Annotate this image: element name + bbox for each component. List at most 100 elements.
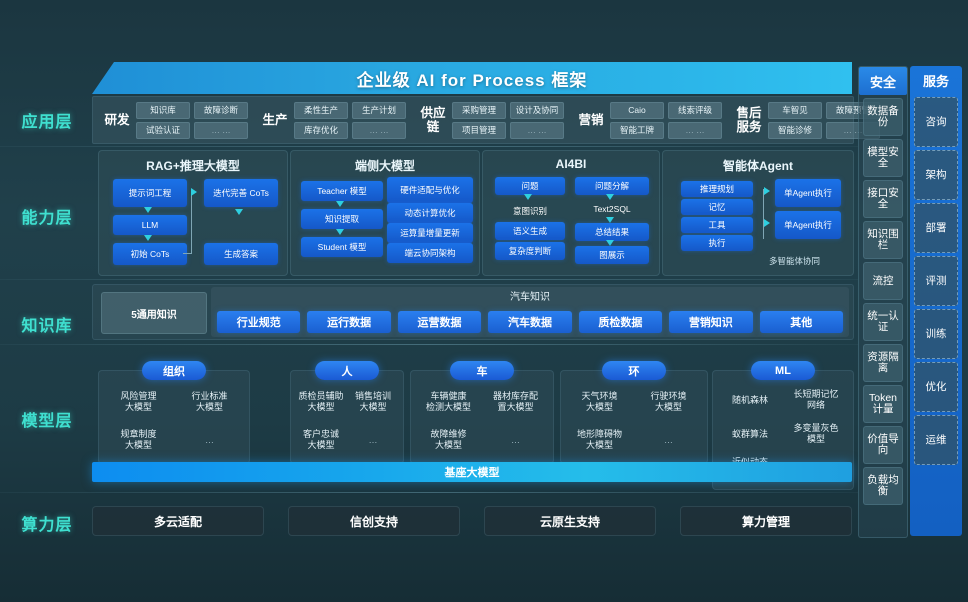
model-group-3[interactable]: 环天气环境 大模型 行驶环境 大模型 地形障碍物 大模型…: [560, 361, 708, 464]
application-chip[interactable]: 采购管理: [452, 101, 506, 119]
model-group-1[interactable]: 人质检员辅助 大模型 销售培训 大模型 客户忠诚 大模型…: [290, 361, 404, 464]
application-chip[interactable]: 设计及协同: [510, 101, 564, 119]
model-cell[interactable]: …: [664, 434, 673, 445]
model-cell[interactable]: 规章制度 大模型: [120, 429, 157, 450]
knowledge-chip[interactable]: 质检数据: [578, 311, 663, 333]
application-chip[interactable]: 项目管理: [452, 121, 506, 139]
agent-single-exec-box-2[interactable]: 单Agent执行: [775, 211, 841, 239]
service-rail-item[interactable]: 部署: [914, 203, 958, 253]
model-cell[interactable]: 故障维修 大模型: [430, 429, 467, 450]
model-cell[interactable]: 长短期记忆 网络: [793, 389, 839, 410]
model-cell[interactable]: …: [368, 434, 378, 445]
model-group-2[interactable]: 车车辆健康 检测大模型 器材库存配 置大模型 故障维修 大模型…: [410, 361, 554, 464]
rag-prompt-box[interactable]: 提示词工程: [113, 179, 187, 207]
model-cell[interactable]: 天气环境 大模型: [581, 391, 618, 412]
security-rail-item[interactable]: 价值导向: [863, 426, 903, 464]
model-cell[interactable]: 车辆健康 检测大模型: [425, 391, 471, 412]
knowledge-chip[interactable]: 其他: [759, 311, 843, 333]
edge-cloudarch-box[interactable]: 端云协同架构: [387, 243, 473, 263]
application-chip[interactable]: 线索评级: [668, 101, 722, 119]
model-cell[interactable]: 蚁群算法: [731, 428, 768, 439]
security-rail-item[interactable]: 资源隔离: [863, 344, 903, 382]
application-chip[interactable]: … …: [668, 121, 722, 139]
model-cell[interactable]: …: [511, 434, 520, 445]
edge-dyncompute-box[interactable]: 动态计算优化: [387, 203, 473, 223]
agent-single-exec-box-1[interactable]: 单Agent执行: [775, 179, 841, 207]
agent-execute-box[interactable]: 执行: [681, 235, 753, 251]
knowledge-chip[interactable]: 运营数据: [397, 311, 482, 333]
ai4bi-question-box[interactable]: 问题: [495, 177, 565, 195]
application-chip[interactable]: 库存优化: [294, 121, 348, 139]
compute-item[interactable]: 多云适配: [92, 506, 264, 536]
application-chip[interactable]: 故障诊断: [194, 101, 248, 119]
application-chip[interactable]: 生产计划: [352, 101, 406, 119]
capability-panel-agent[interactable]: 智能体Agent 推理规划 记忆 工具 执行 单Agent执行 单Agent执行…: [662, 150, 854, 276]
application-chip[interactable]: … …: [194, 121, 248, 139]
rag-iterate-cots-box[interactable]: 迭代完善 CoTs: [204, 179, 278, 207]
application-chip[interactable]: 知识库: [136, 101, 190, 119]
service-rail-item[interactable]: 评测: [914, 256, 958, 306]
agent-tools-box[interactable]: 工具: [681, 217, 753, 233]
application-chip[interactable]: … …: [510, 121, 564, 139]
rag-answer-box[interactable]: 生成答案: [204, 243, 278, 265]
security-rail-item[interactable]: 模型安全: [863, 139, 903, 177]
security-rail-item[interactable]: 知识围栏: [863, 221, 903, 259]
model-cell[interactable]: 行驶环境 大模型: [650, 391, 687, 412]
model-cell[interactable]: 风险管理 大模型: [120, 391, 157, 412]
model-cell[interactable]: 器材库存配 置大模型: [492, 391, 538, 412]
ai4bi-chart-box[interactable]: 图展示: [575, 246, 649, 264]
compute-item[interactable]: 算力管理: [680, 506, 852, 536]
application-chip[interactable]: 柔性生产: [294, 101, 348, 119]
service-rail-item[interactable]: 咨询: [914, 97, 958, 147]
ai4bi-semantic-box[interactable]: 语义生成: [495, 222, 565, 240]
capability-panel-ai4bi[interactable]: AI4BI 问题 意图识别 语义生成 复杂度判断 问题分解 Text2SQL 总…: [482, 150, 660, 276]
edge-incremental-box[interactable]: 运算量增量更新: [387, 223, 473, 243]
application-chip[interactable]: 试验认证: [136, 121, 190, 139]
ai4bi-summary-box[interactable]: 总结结果: [575, 223, 649, 241]
rag-llm-box[interactable]: LLM: [113, 215, 187, 235]
application-chip[interactable]: … …: [352, 121, 406, 139]
base-model-bar[interactable]: 基座大模型: [92, 462, 852, 482]
security-rail-item[interactable]: 流控: [863, 262, 903, 300]
ai4bi-complexity-box[interactable]: 复杂度判断: [495, 242, 565, 260]
model-cell[interactable]: 随机森林: [731, 394, 768, 405]
application-chip[interactable]: Caio: [610, 101, 664, 119]
ai4bi-text2sql-box[interactable]: Text2SQL: [593, 204, 631, 214]
edge-hw-box[interactable]: 硬件适配与优化: [387, 177, 473, 203]
security-rail-item[interactable]: Token计量: [863, 385, 903, 423]
ai4bi-decompose-box[interactable]: 问题分解: [575, 177, 649, 195]
knowledge-chip[interactable]: 汽车数据: [488, 311, 572, 333]
capability-panel-edge[interactable]: 端侧大模型 Teacher 模型 知识提取 Student 模型 硬件适配与优化…: [290, 150, 480, 276]
service-rail-item[interactable]: 优化: [914, 362, 958, 412]
edge-student-box[interactable]: Student 模型: [301, 237, 383, 257]
rag-initial-cots-box[interactable]: 初始 CoTs: [113, 243, 187, 265]
edge-distill-box[interactable]: 知识提取: [301, 209, 383, 229]
security-rail-item[interactable]: 负载均衡: [863, 467, 903, 505]
compute-item[interactable]: 信创支持: [288, 506, 460, 536]
model-cell[interactable]: 客户忠诚 大模型: [302, 429, 339, 450]
knowledge-chip[interactable]: 行业规范: [217, 311, 301, 333]
security-rail-item[interactable]: 接口安全: [863, 180, 903, 218]
model-cell[interactable]: 多变量灰色 模型: [793, 423, 839, 444]
compute-item[interactable]: 云原生支持: [484, 506, 656, 536]
agent-memory-box[interactable]: 记忆: [681, 199, 753, 215]
ai4bi-intent-box[interactable]: 意图识别: [512, 206, 547, 216]
model-cell[interactable]: 行业标准 大模型: [191, 391, 228, 412]
service-rail-item[interactable]: 训练: [914, 309, 958, 359]
edge-teacher-box[interactable]: Teacher 模型: [301, 181, 383, 201]
capability-panel-rag[interactable]: RAG+推理大模型 提示词工程 LLM 初始 CoTs 迭代完善 CoTs 生成…: [98, 150, 288, 276]
security-rail-item[interactable]: 统一认证: [863, 303, 903, 341]
knowledge-generic-box[interactable]: 5通用知识: [101, 292, 207, 334]
service-rail-item[interactable]: 运维: [914, 415, 958, 465]
application-chip[interactable]: 车智见: [768, 101, 822, 119]
application-chip[interactable]: 智能工牌: [610, 121, 664, 139]
application-chip[interactable]: 智能诊修: [768, 121, 822, 139]
service-rail-item[interactable]: 架构: [914, 150, 958, 200]
model-cell[interactable]: 地形障碍物 大模型: [576, 429, 622, 450]
agent-plan-box[interactable]: 推理规划: [681, 181, 753, 197]
security-rail-item[interactable]: 数据备份: [863, 98, 903, 136]
model-cell[interactable]: 质检员辅助 大模型: [298, 391, 344, 412]
model-cell[interactable]: 销售培训 大模型: [354, 391, 391, 412]
knowledge-chip[interactable]: 运行数据: [307, 311, 391, 333]
model-cell[interactable]: …: [205, 434, 214, 445]
